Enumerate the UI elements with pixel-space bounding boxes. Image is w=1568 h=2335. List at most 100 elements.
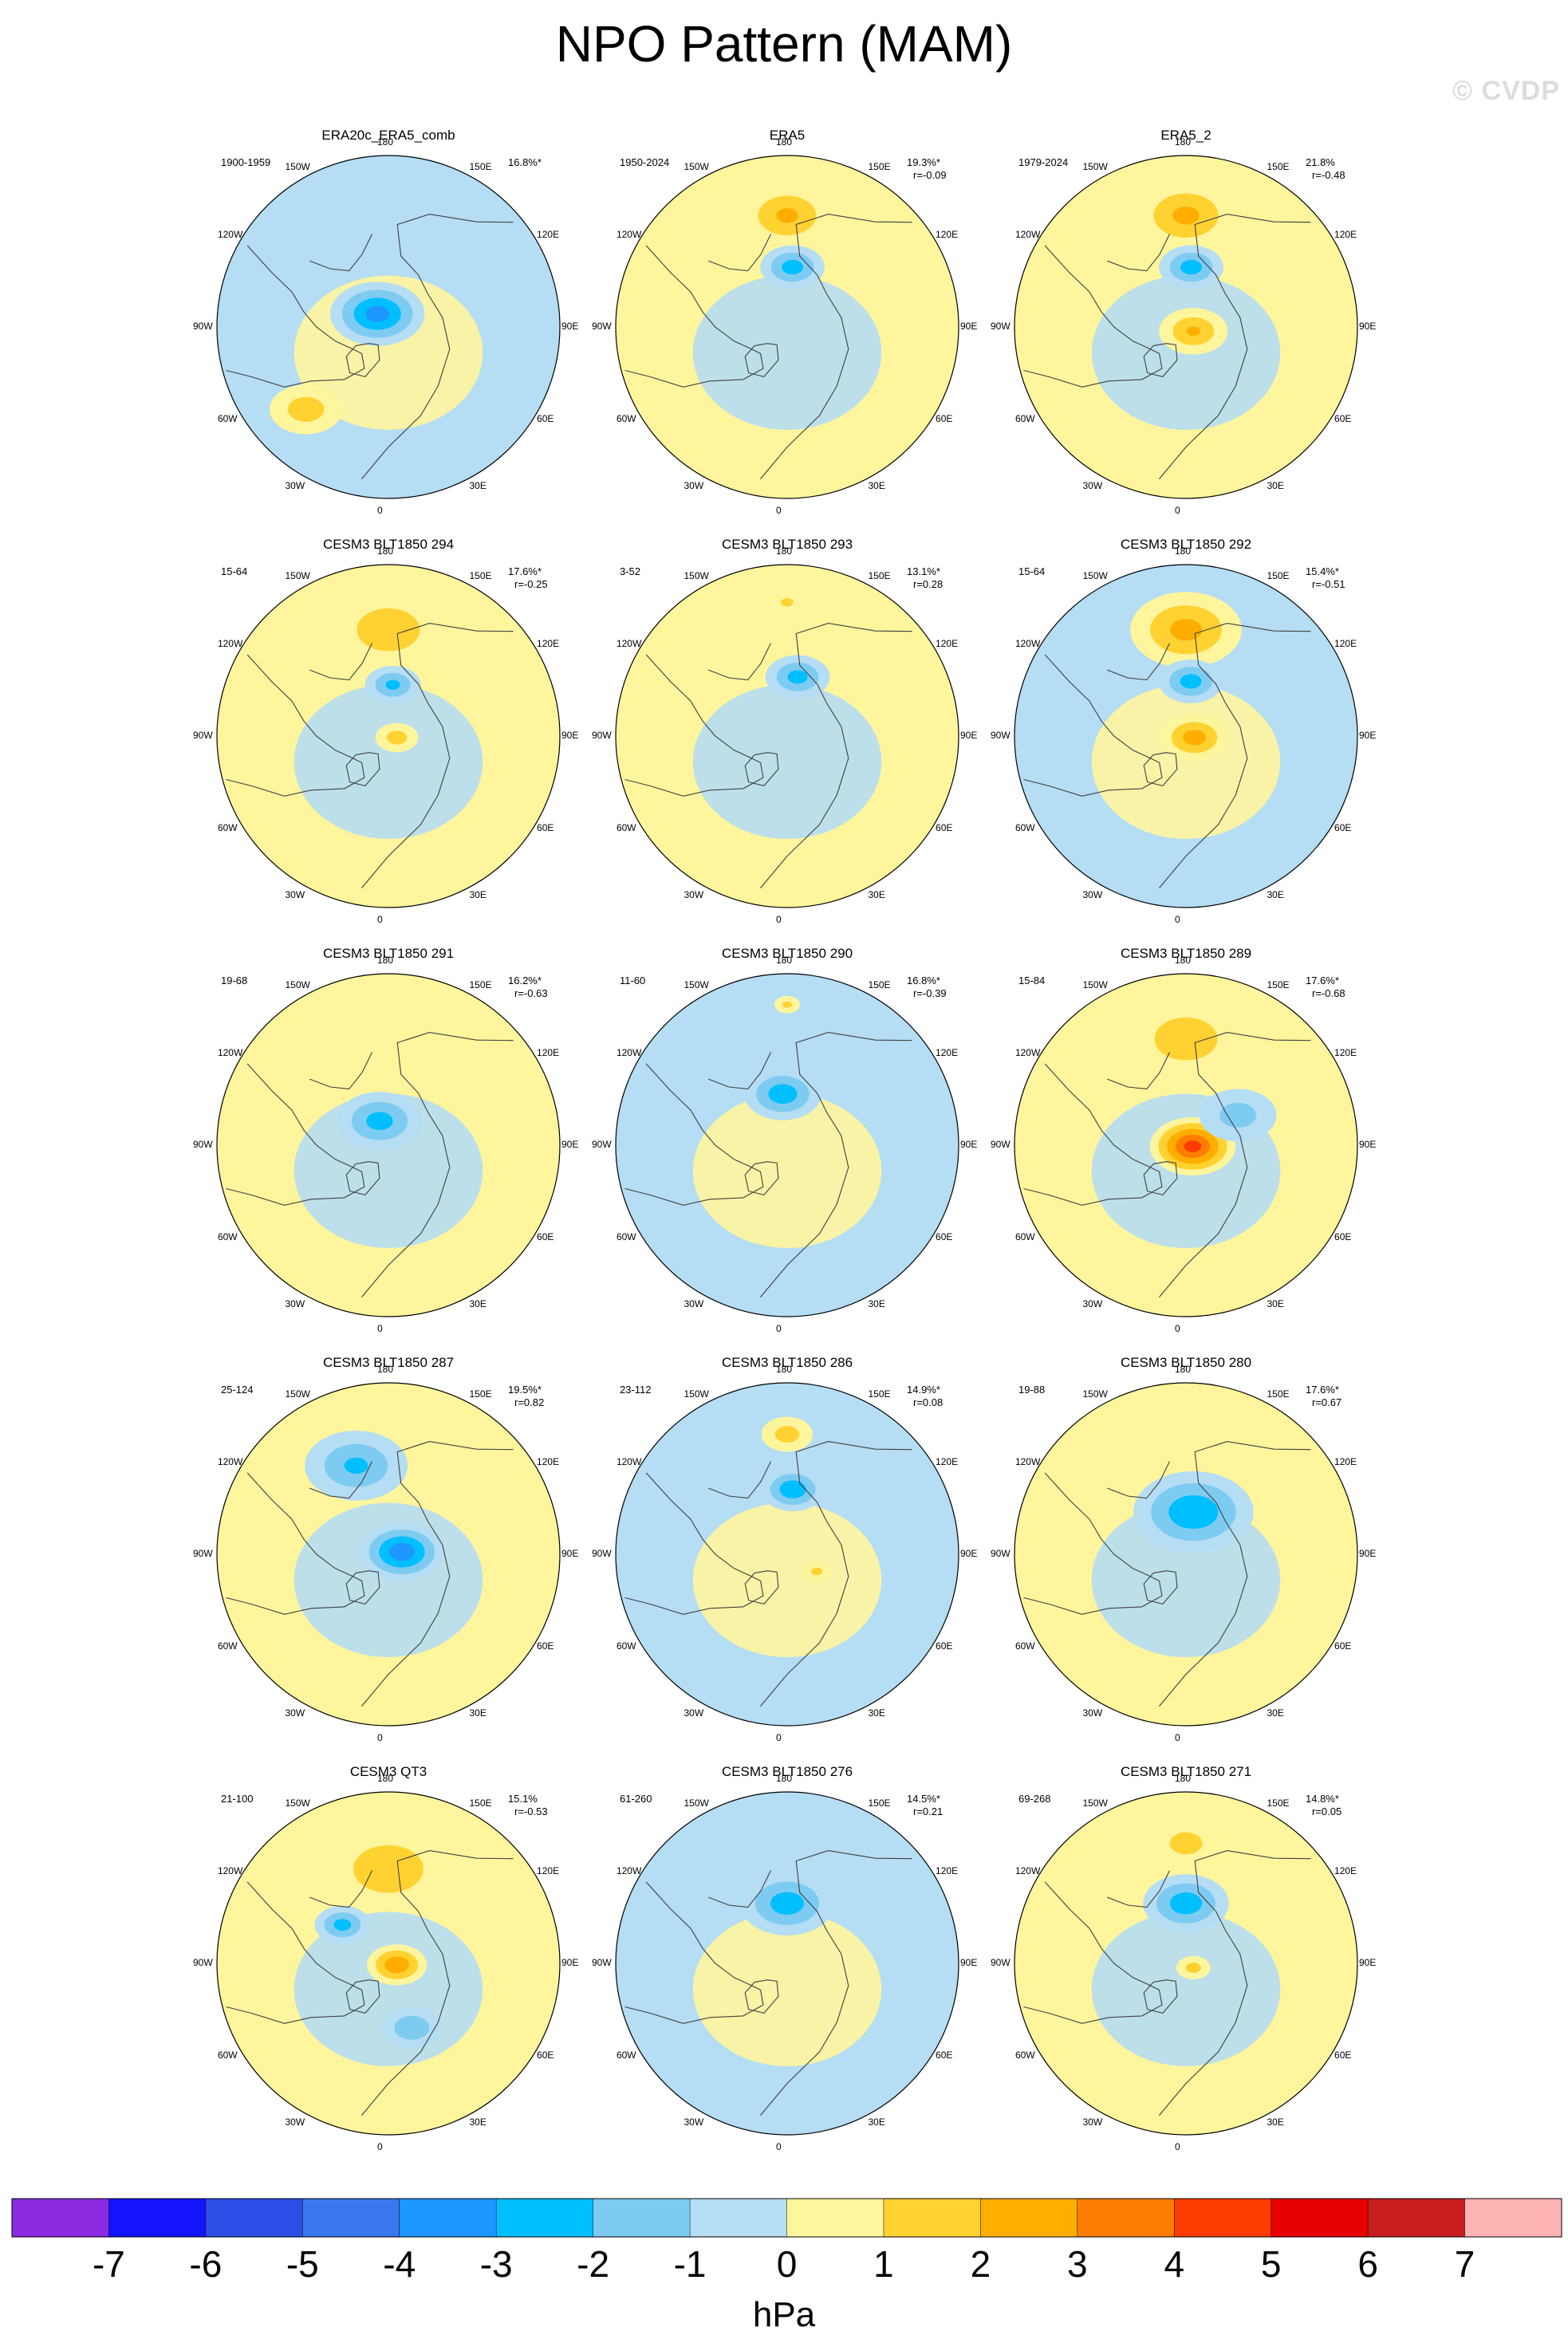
longitude-label: 60W [217,821,238,833]
longitude-label: 180 [1175,545,1192,557]
colorbar-swatch [399,2199,497,2237]
colorbar-tick-label: 2 [971,2243,991,2285]
longitude-label: 150W [1082,1388,1108,1400]
panel-period: 15-64 [1018,565,1046,577]
coastline [345,1161,380,1196]
polar-map [615,564,959,908]
longitude-label: 90E [561,321,579,332]
longitude-label: 0 [1175,914,1180,925]
colorbar-tick-label: -6 [189,2243,222,2285]
panel-variance-pct: 15.4%* [1306,565,1339,577]
longitude-label: 30W [1082,1707,1103,1719]
colorbar-unit-label: hPa [752,2295,816,2334]
longitude-label: 60E [537,1640,554,1652]
longitude-label: 60E [1334,1640,1352,1652]
longitude-label: 120W [1014,1455,1041,1467]
panel-variance-pct: 21.8% [1306,156,1335,168]
colorbar-swatch [108,2199,206,2237]
panel-period: 19-68 [221,975,248,986]
longitude-label: 90W [592,730,612,741]
longitude-label: 30E [469,889,487,901]
longitude-label: 30W [684,2116,704,2128]
coastline [345,1979,380,2014]
longitude-label: 30E [868,1707,885,1719]
high-pressure-contour [774,1426,800,1443]
coastline [744,1570,779,1605]
longitude-label: 90E [561,1548,579,1559]
longitude-label: 30W [1082,1298,1103,1310]
panel-title: CESM3 BLT1850 293 [721,537,853,552]
panel-variance-pct: 14.5%* [907,1793,940,1805]
longitude-label: 60W [616,1640,636,1652]
panel-variance-pct: 14.9%* [907,1384,940,1396]
longitude-label: 60W [1014,1640,1035,1652]
longitude-label: 90W [991,321,1011,332]
longitude-label: 30W [1082,889,1103,901]
coastline [1143,752,1178,787]
panel-variance-pct: 17.6%* [1306,975,1339,986]
field-band [1091,684,1281,839]
longitude-label: 30E [469,1707,487,1719]
longitude-label: 30W [684,1298,704,1310]
longitude-label: 120E [1334,1455,1357,1467]
polar-map [615,1382,959,1727]
low-pressure-contour [768,1084,798,1104]
longitude-label: 180 [377,1364,394,1375]
longitude-label: 120W [1014,1864,1041,1876]
longitude-label: 30E [868,2116,885,2128]
panel-period: 1979-2024 [1018,156,1069,168]
longitude-label: 60E [537,2049,554,2061]
panel-period: 15-64 [221,565,248,577]
map-panel: CESM3 BLT1850 293 3-52 13.1%* r=0.28 180 150E… [592,537,1113,935]
coastline [624,1472,764,1615]
longitude-label: 0 [776,1323,782,1334]
longitude-label: 90E [960,1957,978,1968]
coastline [1143,1979,1178,2014]
panel-title: CESM3 BLT1850 286 [721,1355,853,1370]
coastline [759,1032,912,1297]
panel-variance-pct: 13.1%* [907,565,940,577]
longitude-label: 150W [285,160,310,172]
panel-period: 1900-1959 [221,156,271,168]
panel-correlation: r=0.82 [514,1396,545,1408]
longitude-label: 180 [377,955,394,966]
longitude-label: 90W [592,321,612,332]
coastline [345,343,380,378]
panel-period: 25-124 [221,1384,254,1396]
map-boundary [1014,1791,1358,2136]
longitude-label: 90W [193,321,213,332]
coastline [624,654,764,797]
longitude-label: 0 [776,2141,782,2152]
high-pressure-contour [1185,1962,1201,1973]
panel-title: CESM3 BLT1850 292 [1120,537,1252,552]
high-pressure-contour [782,1001,793,1008]
longitude-label: 90W [193,1548,213,1559]
colorbar-tick-label: -5 [286,2243,319,2285]
panel-correlation: r=0.28 [913,578,944,590]
longitude-label: 150W [684,569,709,581]
map-panel: CESM3 BLT1850 290 11-60 16.8%* r=-0.39 180 15… [592,946,1113,1345]
longitude-label: 180 [1175,1364,1192,1375]
map-boundary [216,1791,561,2136]
longitude-label: 90W [991,1548,1011,1559]
map-boundary [1014,1382,1358,1727]
panel-variance-pct: 19.3%* [907,156,940,168]
longitude-label: 30E [868,889,885,901]
low-pressure-contour [1180,259,1202,275]
coastline [744,1161,779,1196]
high-pressure-contour [353,1845,424,1893]
longitude-label: 60E [936,1640,953,1652]
panel-variance-pct: 17.6%* [508,565,542,577]
panel-correlation: r=0.21 [913,1805,944,1817]
panel-title: ERA5 [769,128,806,143]
coastline [1023,1472,1163,1615]
panel-correlation: r=0.67 [1312,1396,1342,1408]
field-band [692,1502,882,1657]
colorbar-tick-label: 4 [1164,2243,1184,2285]
longitude-label: 0 [776,505,782,516]
low-pressure-contour [1168,1494,1219,1530]
longitude-label: 60W [1014,412,1035,424]
longitude-label: 60E [537,821,554,833]
high-pressure-contour [1184,1140,1202,1152]
colorbar-tick-label: -3 [480,2243,513,2285]
